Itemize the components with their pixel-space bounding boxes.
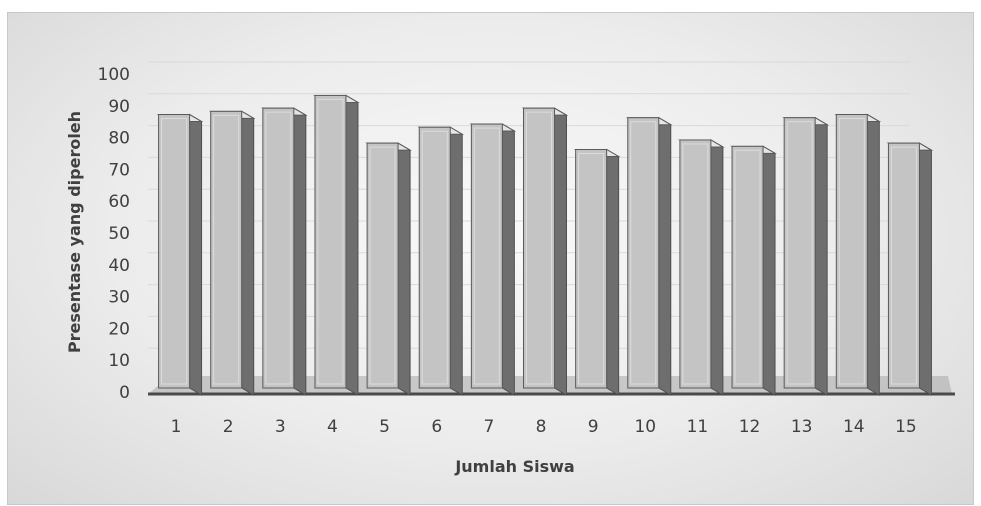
bar-front-face bbox=[575, 149, 608, 389]
y-tick-label: 20 bbox=[108, 319, 130, 339]
bar-4 bbox=[313, 94, 360, 396]
y-tick-label: 60 bbox=[108, 192, 130, 212]
y-tick-label: 0 bbox=[119, 383, 130, 403]
bar-12 bbox=[730, 145, 777, 396]
bar-highlight bbox=[161, 118, 188, 385]
bar-side-face bbox=[293, 107, 307, 396]
bar-side-face bbox=[189, 113, 203, 396]
bar-front-face bbox=[366, 142, 399, 389]
bar-highlight bbox=[369, 146, 396, 385]
y-tick-label: 50 bbox=[108, 224, 130, 244]
bar-13 bbox=[782, 116, 830, 396]
bar-side-face bbox=[345, 94, 359, 396]
x-tick-label: 2 bbox=[223, 417, 234, 437]
bar-side-face bbox=[397, 142, 411, 396]
bar-front-face bbox=[783, 117, 816, 389]
bar-10 bbox=[625, 116, 673, 396]
bar-front-face bbox=[835, 114, 868, 389]
x-tick-label: 8 bbox=[536, 417, 547, 437]
y-tick-label: 70 bbox=[108, 160, 130, 180]
bar-front-face bbox=[523, 107, 555, 389]
bar-side-face bbox=[918, 142, 932, 396]
bar-highlight bbox=[421, 130, 448, 385]
y-tick-label: 80 bbox=[108, 129, 130, 149]
bar-highlight bbox=[786, 121, 813, 385]
bar-side-face bbox=[762, 145, 776, 396]
bar-side-face bbox=[814, 116, 828, 396]
bar-highlight bbox=[630, 121, 657, 385]
x-tick-label: 5 bbox=[379, 417, 390, 437]
x-tick-label: 4 bbox=[327, 417, 338, 437]
x-tick-label: 1 bbox=[171, 417, 182, 437]
bar-15 bbox=[886, 142, 934, 396]
x-tick-label: 3 bbox=[275, 417, 286, 437]
bar-highlight bbox=[473, 127, 500, 385]
x-tick-label: 7 bbox=[483, 417, 494, 437]
bar-highlight bbox=[526, 111, 552, 385]
bar-highlight bbox=[734, 149, 761, 385]
bars bbox=[156, 94, 934, 396]
bar-front-face bbox=[262, 107, 295, 389]
x-tick-label: 14 bbox=[843, 417, 865, 437]
y-tick-label: 10 bbox=[108, 351, 130, 371]
bar-highlight bbox=[317, 98, 344, 385]
bar-front-face bbox=[627, 117, 660, 389]
x-tick-label: 12 bbox=[739, 417, 761, 437]
x-tick-label: 9 bbox=[588, 417, 599, 437]
bar-front-face bbox=[470, 123, 503, 389]
bar-14 bbox=[834, 113, 882, 396]
bar-highlight bbox=[682, 143, 709, 385]
x-tick-label: 15 bbox=[895, 417, 917, 437]
bar-highlight bbox=[890, 146, 917, 385]
y-axis-title: Presentase yang diperoleh bbox=[65, 111, 84, 353]
x-axis-title: Jumlah Siswa bbox=[454, 457, 574, 476]
bar-side-face bbox=[554, 107, 567, 396]
bar-front-face bbox=[314, 94, 347, 389]
bar-front-face bbox=[158, 114, 191, 389]
bar-side-face bbox=[710, 139, 724, 396]
y-axis-ticks: 0 10 20 30 40 50 60 70 80 90 100 bbox=[98, 65, 130, 403]
bar-2 bbox=[208, 110, 256, 396]
bar-side-face bbox=[501, 123, 515, 396]
bar-front-face bbox=[210, 110, 243, 389]
y-tick-label: 40 bbox=[108, 256, 130, 276]
bar-side-face bbox=[606, 148, 620, 396]
x-axis-ticks: 1 2 3 4 5 6 7 8 9 10 11 12 13 14 15 bbox=[171, 417, 917, 437]
bar-5 bbox=[365, 142, 412, 396]
bar-side-face bbox=[658, 116, 672, 396]
bar-front-face bbox=[679, 139, 712, 389]
x-tick-label: 6 bbox=[431, 417, 442, 437]
bar-front-face bbox=[418, 126, 451, 389]
x-tick-label: 10 bbox=[634, 417, 656, 437]
bar-7 bbox=[469, 123, 517, 396]
x-tick-label: 11 bbox=[687, 417, 709, 437]
y-tick-label: 90 bbox=[108, 97, 130, 117]
y-tick-label: 100 bbox=[98, 65, 130, 85]
bar-side-face bbox=[449, 126, 463, 396]
bar-side-face bbox=[866, 113, 880, 396]
bar-8 bbox=[521, 107, 569, 396]
bar-9 bbox=[573, 148, 621, 396]
bar-6 bbox=[417, 126, 465, 396]
bar-highlight bbox=[578, 153, 605, 385]
bar-3 bbox=[260, 107, 308, 396]
y-tick-label: 30 bbox=[108, 288, 130, 308]
bar-highlight bbox=[265, 111, 292, 385]
bar-highlight bbox=[213, 114, 240, 385]
bar-side-face bbox=[241, 110, 255, 396]
bar-front-face bbox=[731, 145, 764, 389]
bar-highlight bbox=[838, 118, 865, 385]
bar-front-face bbox=[887, 142, 920, 389]
x-tick-label: 13 bbox=[791, 417, 813, 437]
bar-11 bbox=[678, 139, 725, 396]
bar-1 bbox=[156, 113, 204, 396]
